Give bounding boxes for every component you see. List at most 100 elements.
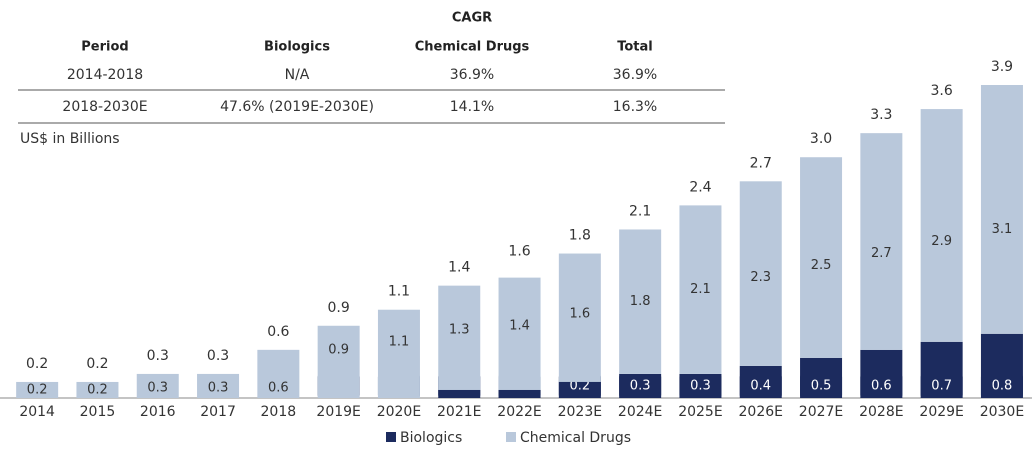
unit-label: US$ in Billions — [20, 131, 120, 147]
total-label: 1.4 — [448, 260, 470, 276]
segment-label: 0.6 — [268, 381, 289, 396]
bar-segment — [76, 381, 119, 398]
total-label: 0.3 — [207, 348, 229, 364]
segment-label: 0.6 — [871, 379, 892, 394]
total-label: 1.6 — [508, 244, 530, 260]
x-tick-label: 2026E — [739, 404, 783, 420]
segment-label: 1.8 — [630, 294, 651, 309]
table-cell: 2018-2030E — [62, 99, 147, 115]
table-header: Chemical Drugs — [415, 40, 530, 55]
bar-segment — [197, 373, 240, 398]
segment-label: 2.5 — [811, 258, 832, 273]
segment-label: 2.9 — [931, 234, 952, 249]
legend-swatch — [506, 432, 516, 442]
segment-label: 0.2 — [87, 382, 108, 397]
total-label: 2.4 — [689, 179, 711, 195]
x-tick-label: 2028E — [859, 404, 903, 420]
bar-segment — [16, 381, 59, 398]
segment-label: 2.1 — [690, 282, 711, 297]
x-tick-label: 2025E — [678, 404, 722, 420]
segment-label: 0.9 — [328, 342, 349, 357]
bar-segment — [679, 205, 722, 374]
table-header: Total — [617, 40, 653, 55]
segment-label: 1.3 — [449, 322, 470, 337]
bar-segment — [920, 109, 963, 342]
table-header: Period — [81, 40, 128, 55]
x-tick-label: 2027E — [799, 404, 843, 420]
total-label: 0.2 — [86, 356, 108, 372]
x-tick-label: 2021E — [437, 404, 481, 420]
segment-label: 0.4 — [750, 379, 771, 394]
bar-segment — [739, 181, 782, 366]
segment-label-box — [800, 374, 843, 398]
bar-segment — [619, 229, 662, 374]
table-cell: 47.6% (2019E-2030E) — [220, 99, 374, 115]
x-tick-label: 2030E — [980, 404, 1024, 420]
segment-label-box — [920, 374, 963, 398]
total-label: 2.1 — [629, 203, 651, 219]
segment-label: 0.3 — [147, 381, 168, 396]
table-cell: N/A — [285, 67, 310, 83]
total-label: 0.3 — [147, 348, 169, 364]
x-tick-label: 2024E — [618, 404, 662, 420]
x-tick-label: 2020E — [377, 404, 421, 420]
bar-segment — [438, 285, 481, 390]
table-cell: 36.9% — [613, 67, 657, 83]
table-header: Biologics — [264, 40, 330, 55]
x-tick-label: 2023E — [558, 404, 602, 420]
segment-label: 0.3 — [630, 379, 651, 394]
segment-label: 1.6 — [570, 306, 591, 321]
x-tick-label: 2018 — [261, 404, 297, 420]
segment-label: 0.2 — [27, 382, 48, 397]
segment-label: 0.3 — [690, 379, 711, 394]
segment-label-box — [739, 374, 782, 398]
bar-segment — [257, 349, 300, 398]
bar-segment — [377, 309, 420, 398]
total-label: 1.1 — [388, 284, 410, 300]
table-cell: 36.9% — [450, 67, 494, 83]
x-tick-label: 2017 — [200, 404, 236, 420]
segment-label: 3.1 — [992, 222, 1013, 237]
segment-label: 1.4 — [509, 318, 530, 333]
legend-label: Chemical Drugs — [520, 430, 631, 446]
bar-segment — [800, 157, 843, 358]
table-cell: 16.3% — [613, 99, 657, 115]
x-tick-label: 2019E — [316, 404, 360, 420]
segment-label: 0.2 — [570, 379, 591, 394]
segment-label-box — [619, 374, 662, 398]
table-title: CAGR — [452, 11, 492, 26]
total-label: 1.8 — [569, 228, 591, 244]
bar-segment — [498, 277, 541, 390]
total-label: 3.0 — [810, 131, 832, 147]
segment-label: 0.7 — [931, 379, 952, 394]
total-label: 2.7 — [750, 155, 772, 171]
legend-swatch — [386, 432, 396, 442]
bar-segment — [860, 133, 903, 350]
bar-segment — [317, 325, 360, 398]
bar-segment — [980, 85, 1023, 334]
x-tick-label: 2014 — [19, 404, 55, 420]
x-tick-label: 2015 — [80, 404, 116, 420]
x-tick-label: 2016 — [140, 404, 176, 420]
x-tick-label: 2029E — [919, 404, 963, 420]
segment-label: 1.1 — [389, 334, 410, 349]
segment-label: 0.5 — [811, 379, 832, 394]
total-label: 3.9 — [991, 59, 1013, 75]
bar-segment — [558, 253, 601, 382]
table-cell: 14.1% — [450, 99, 494, 115]
x-tick-label: 2022E — [497, 404, 541, 420]
total-label: 0.9 — [328, 300, 350, 316]
segment-label: 2.7 — [871, 246, 892, 261]
segment-label: 0.8 — [992, 379, 1013, 394]
segment-label-box — [980, 374, 1023, 398]
segment-label: 2.3 — [750, 270, 771, 285]
total-label: 0.6 — [267, 324, 289, 340]
segment-label: 0.3 — [208, 381, 229, 396]
total-label: 0.2 — [26, 356, 48, 372]
legend-label: Biologics — [400, 430, 462, 446]
segment-label-box — [679, 374, 722, 398]
total-label: 3.3 — [870, 107, 892, 123]
table-cell: 2014-2018 — [67, 67, 143, 83]
bar-segment — [136, 373, 179, 398]
